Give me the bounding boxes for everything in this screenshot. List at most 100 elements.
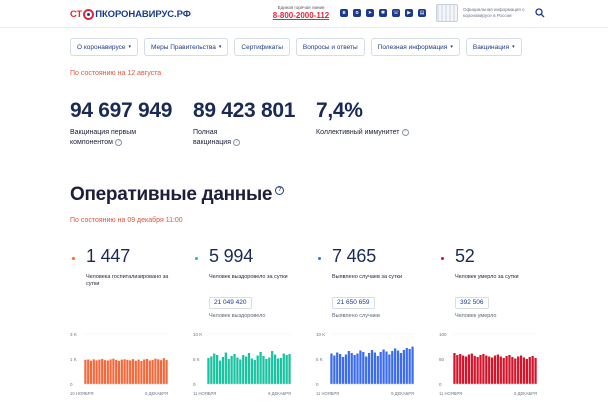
- help-icon[interactable]: ?: [115, 138, 122, 146]
- chart-bar[interactable]: [511, 357, 514, 384]
- chart-bar[interactable]: [126, 359, 129, 384]
- chart-bar[interactable]: [344, 354, 348, 385]
- hotline-number[interactable]: 8-800-2000-112: [272, 11, 330, 20]
- chart-bar[interactable]: [531, 356, 534, 384]
- chart-bar[interactable]: [117, 360, 121, 384]
- nav-certificates[interactable]: Сертификаты: [234, 38, 290, 56]
- chart-bar[interactable]: [376, 356, 379, 384]
- chart-bar[interactable]: [362, 352, 365, 384]
- chart-bar[interactable]: [476, 357, 479, 384]
- chart-bar[interactable]: [499, 356, 502, 385]
- chart-bar[interactable]: [479, 355, 482, 384]
- chart-bar[interactable]: [92, 359, 95, 384]
- chart-bar[interactable]: [112, 358, 115, 384]
- chart-bar[interactable]: [339, 354, 342, 384]
- chart-bar[interactable]: [140, 361, 143, 384]
- chart-bar[interactable]: [394, 348, 397, 385]
- chart-bar[interactable]: [399, 353, 403, 384]
- telegram-icon[interactable]: ➤: [366, 9, 374, 17]
- chart-bar[interactable]: [273, 354, 277, 385]
- chart-bar[interactable]: [123, 359, 126, 384]
- card-total[interactable]: 21 049 420: [209, 297, 252, 309]
- chart-bar[interactable]: [353, 355, 356, 384]
- chart-bar[interactable]: [129, 360, 132, 384]
- chart-bar[interactable]: [279, 358, 282, 384]
- chart-bar[interactable]: [271, 351, 274, 384]
- news-icon[interactable]: ▤: [418, 9, 426, 17]
- chart-bar[interactable]: [221, 357, 225, 384]
- chart-bar[interactable]: [356, 353, 359, 385]
- chart-bar[interactable]: [288, 354, 291, 384]
- chart-bar[interactable]: [367, 353, 371, 384]
- search-icon[interactable]: [535, 8, 545, 18]
- chart-bar[interactable]: [488, 356, 491, 385]
- vk-icon[interactable]: в: [340, 9, 348, 17]
- chart-bar[interactable]: [534, 358, 537, 384]
- youtube-icon[interactable]: ▶: [405, 9, 413, 17]
- card-total[interactable]: 392 506: [455, 297, 489, 309]
- chart-bar[interactable]: [490, 357, 494, 385]
- chart-bar[interactable]: [148, 360, 151, 385]
- chart-bar[interactable]: [528, 357, 531, 384]
- help-icon[interactable]: ?: [401, 128, 409, 136]
- chart-bar[interactable]: [388, 354, 391, 385]
- chart-bar[interactable]: [87, 359, 90, 385]
- chart-bar[interactable]: [268, 357, 271, 385]
- ok-icon[interactable]: о: [353, 9, 361, 17]
- chart-bar[interactable]: [456, 355, 459, 384]
- chart-bar[interactable]: [109, 359, 112, 385]
- chart-bar[interactable]: [131, 359, 135, 384]
- chart-bar[interactable]: [519, 355, 523, 385]
- chart-bar[interactable]: [115, 360, 118, 384]
- chart-bar[interactable]: [145, 359, 149, 384]
- site-logo[interactable]: СТ ПКОРОНАВИРУС.РФ: [70, 8, 191, 20]
- chart-bar[interactable]: [256, 355, 259, 385]
- chart-bar[interactable]: [137, 359, 140, 384]
- chart-bar[interactable]: [359, 350, 362, 385]
- nav-useful-info[interactable]: Полезная информация ▾: [370, 38, 460, 56]
- chart-bar[interactable]: [462, 355, 465, 385]
- chart-bar[interactable]: [98, 359, 101, 384]
- chart-bar[interactable]: [459, 354, 462, 384]
- chart-bar[interactable]: [396, 350, 400, 385]
- chart-bar[interactable]: [236, 357, 239, 385]
- chart-bar[interactable]: [157, 359, 160, 384]
- chart-bar[interactable]: [373, 352, 377, 385]
- card-total[interactable]: 21 650 659: [332, 297, 375, 309]
- chart-bar[interactable]: [276, 358, 280, 385]
- nav-vaccination[interactable]: Вакцинация ▾: [465, 38, 522, 56]
- chart-bar[interactable]: [522, 357, 526, 385]
- chart-bar[interactable]: [230, 356, 233, 384]
- chart-bar[interactable]: [224, 352, 227, 385]
- chart-bar[interactable]: [382, 349, 385, 385]
- chart-bar[interactable]: [379, 352, 382, 384]
- chart-bar[interactable]: [282, 353, 285, 385]
- chart-bar[interactable]: [154, 358, 157, 384]
- chart-bar[interactable]: [485, 355, 488, 385]
- chart-bar[interactable]: [347, 351, 350, 384]
- chart-bar[interactable]: [391, 351, 394, 384]
- chart-bar[interactable]: [247, 353, 251, 384]
- chart-bar[interactable]: [514, 358, 517, 385]
- chart-bar[interactable]: [464, 356, 468, 385]
- chart-bar[interactable]: [408, 349, 411, 384]
- odnoklassniki-icon[interactable]: ✱: [379, 9, 387, 17]
- chart-bar[interactable]: [216, 355, 219, 384]
- nav-about-covid[interactable]: О коронавирусе ▾: [70, 38, 139, 56]
- chart-bar[interactable]: [333, 355, 336, 385]
- chart-bar[interactable]: [473, 356, 476, 384]
- chart-bar[interactable]: [370, 350, 374, 384]
- chart-bar[interactable]: [517, 356, 520, 385]
- chart-bar[interactable]: [330, 353, 333, 385]
- chart-bar[interactable]: [151, 360, 154, 384]
- chart-bar[interactable]: [89, 360, 93, 384]
- chart-bar[interactable]: [239, 359, 242, 385]
- chart-bar[interactable]: [227, 359, 230, 384]
- chart-bar[interactable]: [385, 351, 388, 385]
- chart-bar[interactable]: [262, 356, 265, 384]
- chart-bar[interactable]: [106, 360, 109, 385]
- chart-bar[interactable]: [250, 358, 254, 385]
- viber-icon[interactable]: ☏: [392, 9, 400, 17]
- chart-bar[interactable]: [120, 359, 123, 384]
- chart-bar[interactable]: [165, 359, 168, 384]
